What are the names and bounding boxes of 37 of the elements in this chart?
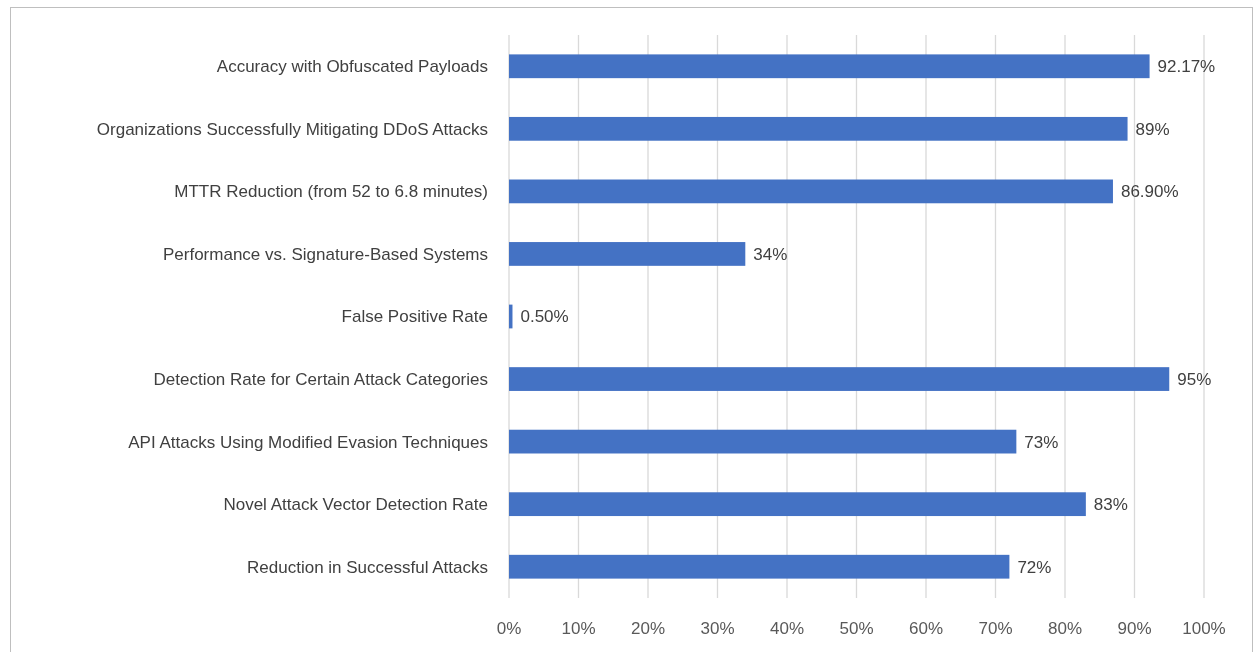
- x-tick-label: 50%: [839, 619, 874, 638]
- y-tick-label: Organizations Successfully Mitigating DDoS Attacks: [96, 119, 488, 139]
- data-label: 89%: [1135, 119, 1170, 139]
- y-tick-label: MTTR Reduction (from 52 to 6.8 minutes): [174, 182, 488, 202]
- y-tick-label: Novel Attack Vector Detection Rate: [223, 495, 488, 515]
- x-tick-label: 70%: [978, 619, 1013, 638]
- bar: [509, 554, 1010, 579]
- bar: [509, 429, 1017, 454]
- data-label: 86.90%: [1120, 182, 1179, 202]
- x-tick-label: 60%: [908, 619, 944, 638]
- x-tick-label: 100%: [1182, 619, 1226, 638]
- data-label: 92.17%: [1157, 57, 1216, 77]
- x-tick-label: 80%: [1047, 619, 1083, 638]
- data-label: 72%: [1017, 557, 1052, 577]
- y-tick-label: Detection Rate for Certain Attack Categories: [153, 370, 488, 390]
- x-tick-label: 10%: [561, 619, 596, 638]
- bar: [509, 116, 1128, 141]
- y-tick-label: API Attacks Using Modified Evasion Techniques: [128, 432, 488, 452]
- bar: [509, 492, 1086, 517]
- x-tick-label: 20%: [630, 619, 666, 638]
- data-label: 34%: [753, 244, 788, 264]
- y-tick-label: False Positive Rate: [341, 307, 488, 327]
- data-label: 95%: [1177, 370, 1212, 390]
- y-tick-label: Performance vs. Signature-Based Systems: [162, 244, 488, 264]
- data-label: 73%: [1024, 432, 1059, 452]
- x-tick-label: 40%: [769, 619, 805, 638]
- data-label: 0.50%: [520, 307, 569, 327]
- y-tick-label: Accuracy with Obfuscated Payloads: [216, 57, 488, 77]
- y-tick-label: Reduction in Successful Attacks: [247, 557, 488, 577]
- bar: [509, 179, 1113, 204]
- bar: [509, 242, 746, 266]
- x-tick-label: 30%: [700, 619, 735, 638]
- data-label: 83%: [1093, 495, 1128, 515]
- bar: [509, 54, 1150, 79]
- bar: [509, 367, 1170, 391]
- x-tick-label: 90%: [1117, 619, 1152, 638]
- x-tick-label: 0%: [496, 619, 522, 638]
